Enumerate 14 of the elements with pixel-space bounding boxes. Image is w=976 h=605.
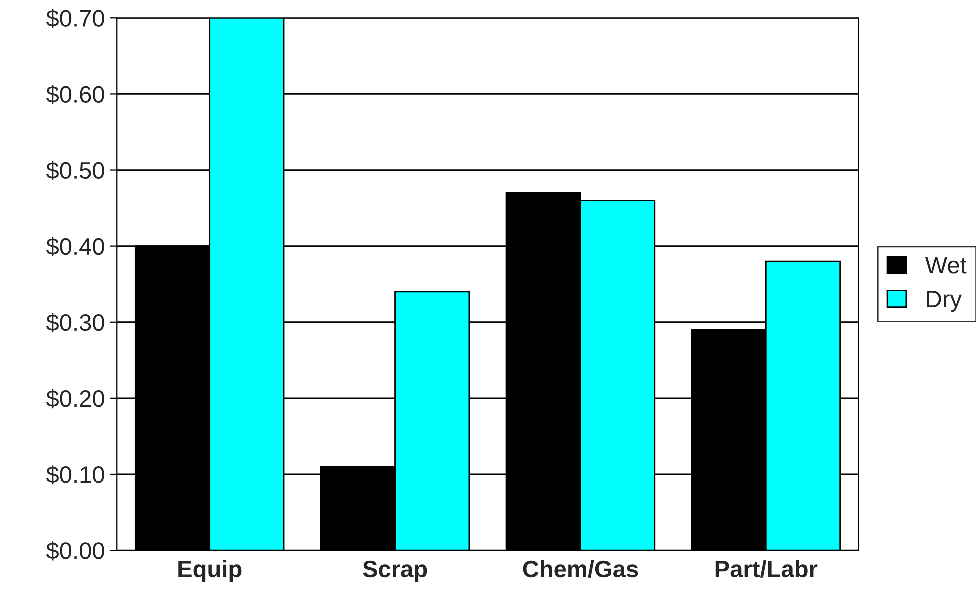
- x-tick-label: Part/Labr: [716, 560, 818, 578]
- y-tick-label: $0.50: [46, 161, 104, 180]
- legend-label: Dry: [927, 291, 962, 312]
- y-tick-label: $0.30: [46, 313, 104, 333]
- x-tick-label: Scrap: [363, 560, 428, 582]
- x-tick-label: Equip: [178, 560, 242, 582]
- y-tick-label: $0.00: [46, 542, 104, 561]
- x-tick-label: Chem/Gas: [523, 560, 638, 578]
- y-tick-label: $0.20: [46, 390, 104, 409]
- legend-label: Wet: [925, 257, 967, 274]
- y-tick-label: $0.70: [46, 9, 104, 28]
- y-tick-label: $0.60: [46, 85, 104, 104]
- y-tick-label: $0.10: [46, 466, 104, 485]
- y-tick-label: $0.40: [46, 237, 104, 257]
